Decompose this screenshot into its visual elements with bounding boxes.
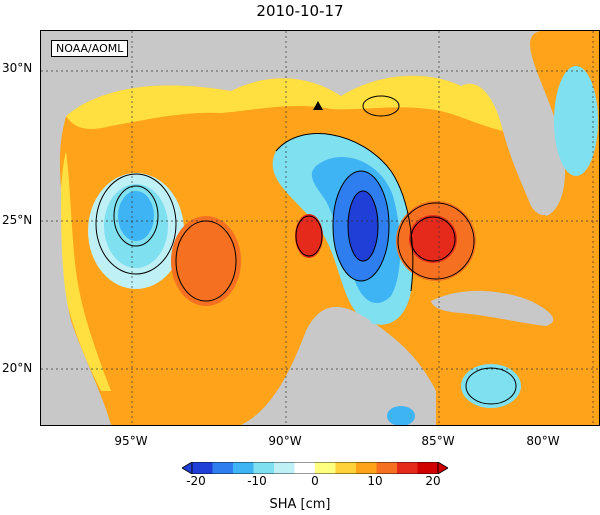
colorbar-swatch: [212, 462, 234, 474]
colorbar-swatch: [192, 462, 213, 474]
gulf-coast-land: [41, 31, 511, 116]
colorbar-tick-10: 10: [367, 474, 383, 488]
colorbar-swatch: [417, 462, 439, 474]
colorbar-swatches: [192, 462, 439, 474]
colorbar-tick-20: 20: [425, 474, 441, 488]
lon-label-90w: 90°W: [268, 434, 302, 448]
contour-lines: [95, 95, 517, 405]
central-low-deep: [348, 191, 378, 261]
lon-gridlines: [131, 31, 594, 425]
lat-label-25n: 25°N: [2, 213, 33, 227]
colorbar-swatch: [397, 462, 418, 474]
lat-label-20n: 20°N: [2, 361, 33, 375]
colorbar-tick-neg10: -10: [247, 474, 267, 488]
colorbar-swatch: [356, 462, 377, 474]
colorbar-swatch: [253, 462, 275, 474]
atlantic-low: [554, 66, 598, 176]
florida-land: [441, 31, 558, 216]
colorbar-swatch: [294, 462, 316, 474]
lon-label-85w: 85°W: [421, 434, 455, 448]
east-high-core: [409, 215, 457, 263]
mexico-land: [41, 116, 111, 425]
credit-label: NOAA/AOML: [51, 40, 129, 57]
colorbar: [182, 462, 448, 474]
shelf-west: [59, 151, 111, 391]
lat-label-30n: 30°N: [2, 61, 33, 75]
shelf-north: [66, 75, 503, 131]
colorbar-tick-0: 0: [311, 474, 319, 488]
colorbar-swatch: [335, 462, 357, 474]
map-plot[interactable]: [40, 30, 600, 426]
colorbar-swatch: [233, 462, 254, 474]
southeast-low-2: [387, 406, 415, 425]
west-low-core: [118, 191, 154, 241]
map-title: 2010-10-17: [256, 2, 344, 20]
colorbar-swatch: [274, 462, 295, 474]
colorbar-label: SHA [cm]: [269, 497, 331, 512]
colorbar-swatch: [315, 462, 336, 474]
colorbar-right-arrow: [437, 462, 448, 474]
yucatan-land: [241, 307, 371, 425]
colorbar-left-arrow: [182, 462, 193, 474]
southeast-low-1: [461, 364, 521, 408]
cuba-land: [431, 290, 554, 326]
sha-map: [41, 31, 599, 425]
west-high: [171, 216, 241, 306]
lat-gridlines: [41, 70, 599, 370]
center-high: [295, 214, 323, 258]
colorbar-tick-neg20: -20: [186, 474, 206, 488]
lon-label-95w: 95°W: [114, 434, 148, 448]
lon-label-80w: 80°W: [526, 434, 560, 448]
colorbar-swatch: [376, 462, 398, 474]
triangle-marker: [313, 101, 323, 110]
